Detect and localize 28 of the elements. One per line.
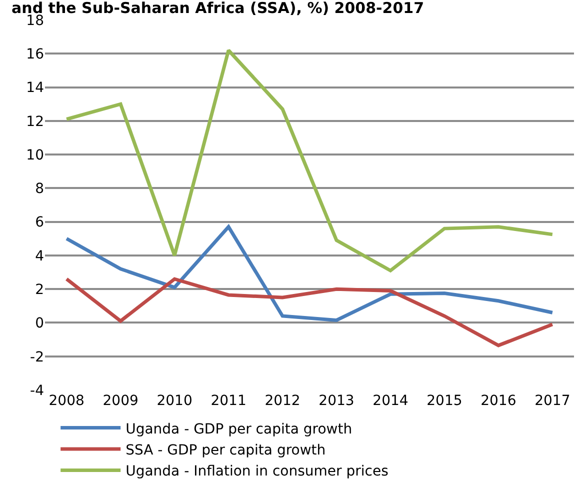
x-tick-label: 2008 xyxy=(48,393,84,409)
line-series xyxy=(64,48,554,272)
y-tick-label: 12 xyxy=(26,114,44,130)
y-tick-label: 4 xyxy=(35,248,44,264)
y-tick-label: 16 xyxy=(26,46,44,63)
legend-label: SSA - GDP per capita growth xyxy=(126,442,326,458)
legend-label: Uganda - GDP per capita growth xyxy=(126,421,352,438)
x-tick-label: 2013 xyxy=(318,393,354,409)
y-tick-label: 14 xyxy=(26,80,44,96)
y-tick-label: -4 xyxy=(30,382,44,399)
x-tick-label: 2017 xyxy=(534,393,570,409)
line-series xyxy=(64,277,554,348)
x-tick-label: 2012 xyxy=(264,393,300,409)
y-tick-label: 2 xyxy=(35,282,44,298)
line-series xyxy=(64,225,554,322)
y-tick-label: 10 xyxy=(26,147,44,164)
x-tick-label: 2015 xyxy=(426,393,462,409)
x-tick-label: 2014 xyxy=(372,393,408,409)
x-tick-label: 2016 xyxy=(480,393,516,409)
x-tick-label: 2009 xyxy=(102,393,138,409)
y-tick-label: -2 xyxy=(30,349,44,366)
y-tick-label: 0 xyxy=(35,316,44,332)
y-tick-label: 8 xyxy=(35,181,44,198)
y-tick-label: 18 xyxy=(26,12,44,29)
legend-label: Uganda - Inflation in consumer prices xyxy=(126,464,388,480)
x-tick-label: 2011 xyxy=(210,393,246,409)
x-tick-label: 2010 xyxy=(156,393,192,409)
y-tick-label: 6 xyxy=(35,214,44,231)
